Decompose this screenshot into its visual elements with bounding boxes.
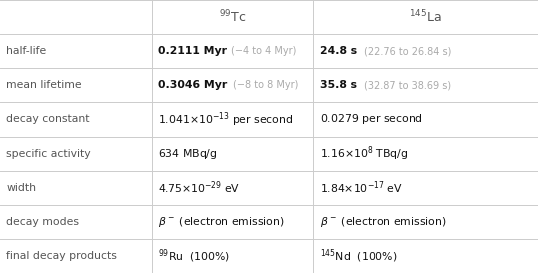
- Text: $634$ MBq/g: $634$ MBq/g: [158, 147, 218, 161]
- Text: specific activity: specific activity: [6, 149, 91, 159]
- Text: $\beta^-$ (electron emission): $\beta^-$ (electron emission): [320, 215, 446, 229]
- Text: 35.8 s: 35.8 s: [320, 80, 357, 90]
- Text: (−4 to 4 Myr): (−4 to 4 Myr): [231, 46, 296, 56]
- Text: mean lifetime: mean lifetime: [6, 80, 82, 90]
- Text: $1.041{\times}10^{-13}$ per second: $1.041{\times}10^{-13}$ per second: [158, 110, 294, 129]
- Text: 0.2111 Myr: 0.2111 Myr: [158, 46, 227, 56]
- Text: $0.0279$ per second: $0.0279$ per second: [320, 112, 422, 126]
- Text: (32.87 to 38.69 s): (32.87 to 38.69 s): [364, 80, 451, 90]
- Text: $^{145}$La: $^{145}$La: [409, 9, 442, 25]
- Text: $4.75{\times}10^{-29}$ eV: $4.75{\times}10^{-29}$ eV: [158, 179, 240, 196]
- Text: $\beta^-$ (electron emission): $\beta^-$ (electron emission): [158, 215, 285, 229]
- Text: $1.84{\times}10^{-17}$ eV: $1.84{\times}10^{-17}$ eV: [320, 179, 402, 196]
- Text: 24.8 s: 24.8 s: [320, 46, 357, 56]
- Text: width: width: [6, 183, 37, 193]
- Text: decay constant: decay constant: [6, 114, 90, 124]
- Text: decay modes: decay modes: [6, 217, 80, 227]
- Text: $1.16{\times}10^{8}$ TBq/g: $1.16{\times}10^{8}$ TBq/g: [320, 144, 408, 163]
- Text: $^{99}$Ru  (100%): $^{99}$Ru (100%): [158, 247, 230, 265]
- Text: $^{145}$Nd  (100%): $^{145}$Nd (100%): [320, 247, 397, 265]
- Text: $^{99}$Tc: $^{99}$Tc: [219, 9, 246, 25]
- Text: 0.3046 Myr: 0.3046 Myr: [158, 80, 228, 90]
- Text: half-life: half-life: [6, 46, 47, 56]
- Text: (22.76 to 26.84 s): (22.76 to 26.84 s): [364, 46, 451, 56]
- Text: final decay products: final decay products: [6, 251, 117, 261]
- Text: (−8 to 8 Myr): (−8 to 8 Myr): [233, 80, 299, 90]
